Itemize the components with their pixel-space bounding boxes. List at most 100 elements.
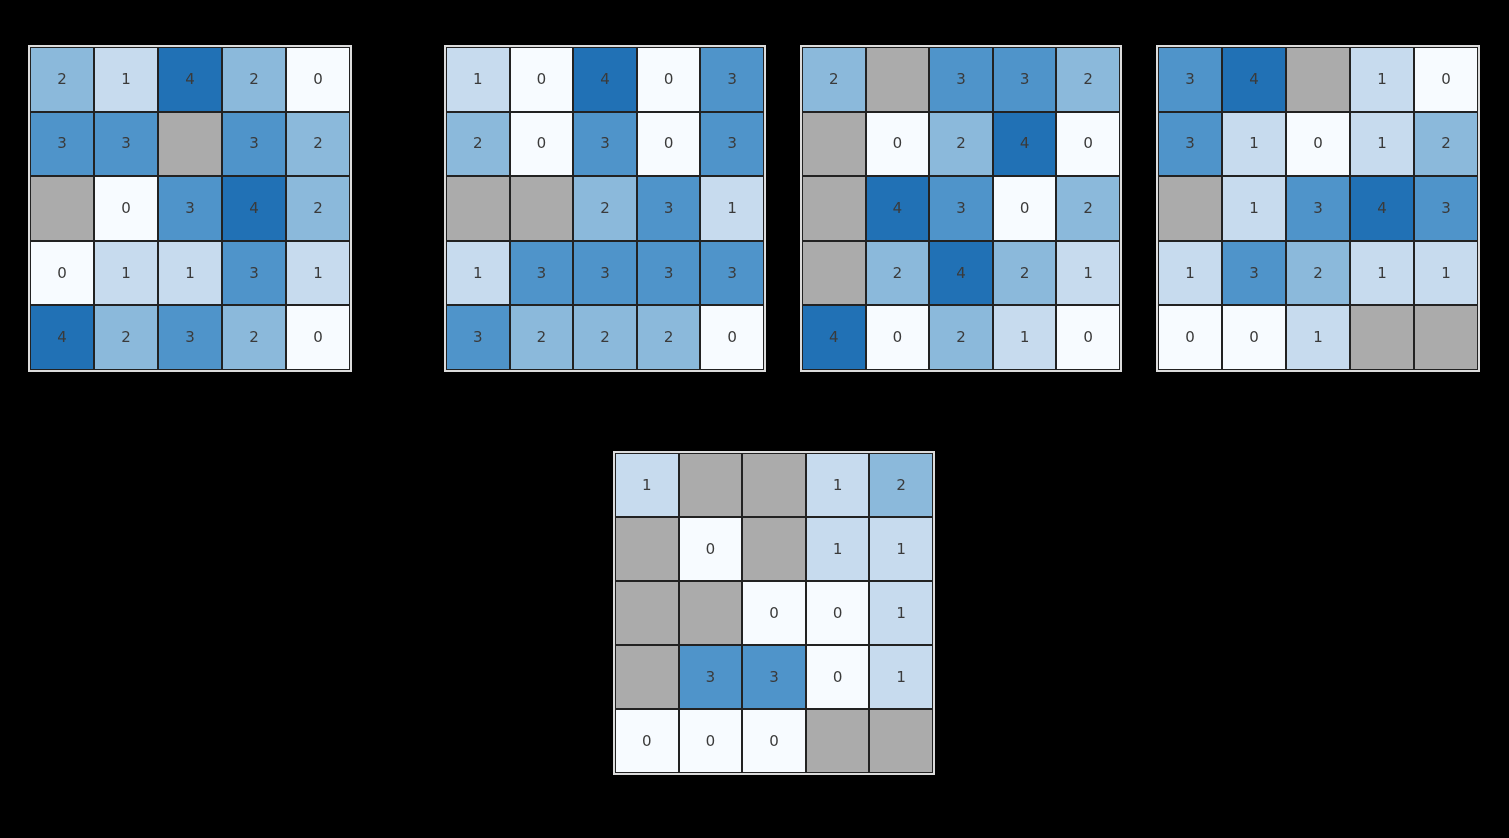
heatmap-cell: 4 bbox=[1350, 176, 1414, 241]
heatmap-cell: 2 bbox=[1056, 47, 1120, 112]
heatmap-cell: 1 bbox=[286, 240, 350, 306]
heatmap-cell: 4 bbox=[865, 176, 930, 241]
heatmap-cell: 2 bbox=[94, 305, 158, 370]
heatmap-cell: 0 bbox=[286, 47, 350, 112]
heatmap-cell: 2 bbox=[929, 111, 993, 177]
heatmap-cell: 2 bbox=[636, 305, 701, 370]
heatmap-cell: 1 bbox=[1350, 47, 1414, 112]
heatmap-cell: 3 bbox=[222, 240, 286, 306]
heatmap-cell-masked bbox=[1350, 305, 1414, 370]
heatmap-cell: 0 bbox=[1158, 305, 1222, 370]
heatmap-cell: 0 bbox=[509, 47, 574, 112]
heatmap-cell: 1 bbox=[446, 47, 510, 112]
heatmap-cell-masked bbox=[158, 111, 222, 177]
heatmap-cell: 4 bbox=[929, 240, 993, 306]
heatmap-cell: 1 bbox=[1414, 240, 1478, 306]
heatmap-cell: 4 bbox=[992, 111, 1057, 177]
heatmap-cell: 2 bbox=[30, 47, 94, 112]
heatmap-cell-masked bbox=[30, 176, 94, 241]
heatmap-cell: 3 bbox=[573, 240, 637, 306]
heatmap-cell: 0 bbox=[865, 305, 930, 370]
heatmap-cell: 0 bbox=[742, 581, 806, 645]
heatmap-cell: 1 bbox=[805, 517, 870, 581]
heatmap-cell: 3 bbox=[700, 111, 764, 177]
heatmap-cell: 2 bbox=[222, 47, 286, 112]
heatmap-cell: 3 bbox=[742, 645, 806, 709]
heatmap-cell: 3 bbox=[222, 111, 286, 177]
heatmap-cell: 1 bbox=[992, 305, 1057, 370]
heatmap-cell: 0 bbox=[636, 111, 701, 177]
heatmap-cell-masked bbox=[742, 453, 806, 517]
heatmap-cell: 0 bbox=[1056, 111, 1120, 177]
heatmap-cell: 3 bbox=[1158, 47, 1222, 112]
heatmap-cell: 0 bbox=[1286, 111, 1350, 177]
heatmap-cell: 0 bbox=[30, 240, 94, 306]
heatmap-cell: 2 bbox=[992, 240, 1057, 306]
heatmap-cell: 0 bbox=[805, 645, 870, 709]
heatmap-cell-masked bbox=[802, 240, 866, 306]
heatmap-cell: 0 bbox=[805, 581, 870, 645]
heatmap-cell: 3 bbox=[929, 47, 993, 112]
heatmap-cell-masked bbox=[1414, 305, 1478, 370]
heatmap-cell: 3 bbox=[446, 305, 510, 370]
heatmap-cell: 3 bbox=[700, 240, 764, 306]
heatmap-cell-masked bbox=[865, 47, 930, 112]
heatmap-cell-masked bbox=[869, 709, 933, 773]
heatmap-cell-masked bbox=[1158, 176, 1222, 241]
heatmap-cell: 4 bbox=[802, 305, 866, 370]
heatmap-cell: 1 bbox=[869, 581, 933, 645]
heatmap-cell: 4 bbox=[222, 176, 286, 241]
heatmap-cell: 1 bbox=[1158, 240, 1222, 306]
heatmap-cell-masked bbox=[615, 645, 679, 709]
heatmap-cell: 3 bbox=[573, 111, 637, 177]
heatmap-cell: 1 bbox=[158, 240, 222, 306]
heatmap-cell-masked bbox=[509, 176, 574, 241]
heatmap-cell: 2 bbox=[573, 176, 637, 241]
heatmap-cell: 1 bbox=[1222, 111, 1286, 177]
heatmap-cell-masked bbox=[615, 517, 679, 581]
heatmap-cell: 3 bbox=[636, 176, 701, 241]
heatmap-cell: 1 bbox=[94, 47, 158, 112]
heatmap-cell: 3 bbox=[1286, 176, 1350, 241]
heatmap-cell: 3 bbox=[1414, 176, 1478, 241]
heatmap-cell: 2 bbox=[929, 305, 993, 370]
heatmap-cell: 3 bbox=[1158, 111, 1222, 177]
heatmap-cell: 2 bbox=[865, 240, 930, 306]
heatmap-cell: 0 bbox=[636, 47, 701, 112]
heatmap-cell: 3 bbox=[1222, 240, 1286, 306]
heatmap-cell: 1 bbox=[1350, 111, 1414, 177]
heatmap-cell: 1 bbox=[615, 453, 679, 517]
heatmap-cell: 0 bbox=[742, 709, 806, 773]
heatmap-cell-masked bbox=[615, 581, 679, 645]
heatmap-cell: 1 bbox=[869, 645, 933, 709]
heatmap-cell: 2 bbox=[509, 305, 574, 370]
heatmap-cell: 3 bbox=[929, 176, 993, 241]
heatmap-cell: 4 bbox=[1222, 47, 1286, 112]
heatmap-cell: 4 bbox=[573, 47, 637, 112]
heatmap-cell: 2 bbox=[802, 47, 866, 112]
heatmap-cell-masked bbox=[802, 176, 866, 241]
heatmap-cell: 2 bbox=[446, 111, 510, 177]
heatmap-cell: 0 bbox=[700, 305, 764, 370]
heatmap-cell: 1 bbox=[1222, 176, 1286, 241]
heatmap-cell: 0 bbox=[678, 517, 743, 581]
heatmap-cell: 0 bbox=[865, 111, 930, 177]
heatmap-cell: 3 bbox=[992, 47, 1057, 112]
heatmap-cell: 2 bbox=[1286, 240, 1350, 306]
heatmap-cell: 3 bbox=[636, 240, 701, 306]
heatmap-cell: 4 bbox=[158, 47, 222, 112]
heatmap-cell-masked bbox=[678, 453, 743, 517]
heatmap-cell: 0 bbox=[678, 709, 743, 773]
heatmap-cell: 3 bbox=[158, 176, 222, 241]
heatmap-cell: 0 bbox=[1414, 47, 1478, 112]
heatmap-cell: 1 bbox=[869, 517, 933, 581]
heatmap-cell-masked bbox=[1286, 47, 1350, 112]
heatmap-cell: 0 bbox=[286, 305, 350, 370]
heatmap-cell: 3 bbox=[700, 47, 764, 112]
heatmap-cell: 1 bbox=[1350, 240, 1414, 306]
heatmap-cell: 1 bbox=[1056, 240, 1120, 306]
